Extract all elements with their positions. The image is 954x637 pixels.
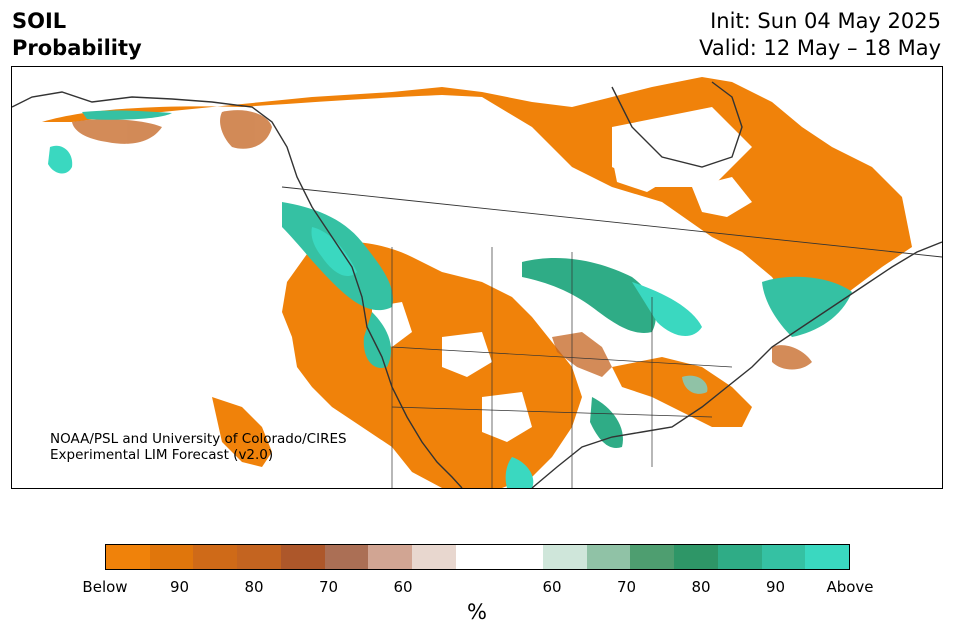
colorbar-tick-label: 90 (169, 578, 190, 596)
colorbar-segment (411, 545, 456, 569)
colorbar-segment (324, 545, 369, 569)
colorbar-segment (237, 545, 281, 569)
colorbar-segment (106, 545, 150, 569)
map-credit: NOAA/PSL and University of Colorado/CIRE… (50, 431, 347, 463)
colorbar-tick-label: 70 (616, 578, 637, 596)
map-title: SOIL Probability (12, 8, 142, 62)
colorbar-segment (455, 545, 500, 569)
colorbar-segment (543, 545, 587, 569)
colorbar-segment (761, 545, 806, 569)
transition-regions (72, 110, 812, 377)
colorbar-tick-label: Above (826, 578, 874, 596)
colorbar (105, 544, 850, 570)
colorbar-tick-label: 90 (765, 578, 786, 596)
colorbar-segment (717, 545, 762, 569)
colorbar-tick-label: 60 (542, 578, 562, 596)
forecast-dates: Init: Sun 04 May 2025 Valid: 12 May – 18… (699, 8, 941, 62)
colorbar-tick-label: 80 (691, 578, 711, 596)
map-outlines (12, 81, 942, 488)
colorbar-segment (149, 545, 194, 569)
colorbar-segment (193, 545, 238, 569)
valid-range: Valid: 12 May – 18 May (699, 36, 941, 60)
above-normal-regions (48, 110, 852, 488)
colorbar-segment (499, 545, 544, 569)
colorbar-tick-label: 70 (318, 578, 339, 596)
colorbar-segment (368, 545, 412, 569)
measure-label: Probability (12, 36, 142, 60)
credit-line-1: NOAA/PSL and University of Colorado/CIRE… (50, 431, 347, 447)
colorbar-tick-label: 80 (244, 578, 264, 596)
near-normal-patches (277, 107, 752, 442)
credit-line-2: Experimental LIM Forecast (v2.0) (50, 447, 274, 463)
colorbar-ticks: Below 90 80 70 60 60 70 80 90 Above (82, 578, 873, 598)
init-date: Init: Sun 04 May 2025 (710, 9, 941, 33)
colorbar-segment (586, 545, 631, 569)
colorbar-tick-label: Below (82, 578, 128, 596)
colorbar-segment (674, 545, 718, 569)
colorbar-segment (280, 545, 325, 569)
colorbar-segment (805, 545, 849, 569)
variable-label: SOIL (12, 9, 67, 33)
forecast-map: NOAA/PSL and University of Colorado/CIRE… (11, 66, 943, 489)
colorbar-segment (630, 545, 675, 569)
colorbar-tick-label: 60 (393, 578, 413, 596)
colorbar-unit: % (467, 600, 487, 624)
map-canvas (12, 77, 942, 488)
